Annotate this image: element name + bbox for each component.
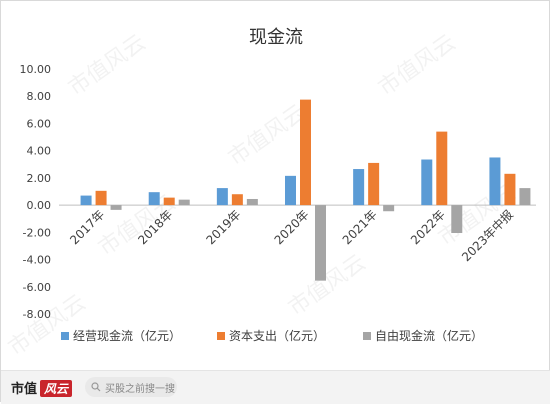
search-box[interactable]: 买股之前搜一搜	[85, 377, 177, 397]
bar	[216, 188, 228, 206]
bar-layer	[80, 99, 531, 281]
y-tick-label: 2.00	[27, 172, 52, 185]
legend-swatch	[363, 332, 371, 340]
x-tick-label: 2021年	[340, 207, 380, 247]
bar	[178, 199, 190, 206]
legend-swatch	[217, 332, 225, 340]
watermark-text: 市值风云	[64, 30, 150, 101]
watermark-text: 市值风云	[224, 100, 310, 171]
y-tick-label: -8.00	[23, 308, 51, 321]
bar	[95, 190, 107, 206]
bar	[489, 157, 501, 206]
bar	[246, 198, 258, 206]
watermark-text: 市值风云	[4, 290, 90, 361]
y-tick-label: -6.00	[23, 281, 51, 294]
bar	[315, 205, 326, 281]
search-icon	[91, 382, 101, 392]
bar	[163, 197, 175, 206]
brand-name: 市值	[11, 382, 38, 397]
y-tick-label: 4.00	[27, 145, 52, 158]
legend-label: 经营现金流（亿元）	[73, 328, 181, 343]
y-tick-label: -2.00	[23, 226, 51, 239]
legend-label: 自由现金流（亿元）	[375, 328, 483, 343]
bar	[383, 205, 395, 212]
legend: 经营现金流（亿元） 资本支出（亿元） 自由现金流（亿元）	[61, 328, 483, 343]
y-tick-label: 0.00	[27, 199, 52, 212]
y-tick-label: 10.00	[20, 63, 52, 76]
bar	[421, 159, 433, 206]
watermark-text: 市值风云	[374, 30, 460, 101]
legend-swatch	[61, 332, 69, 340]
bar	[353, 169, 365, 206]
y-tick-label: 6.00	[27, 117, 52, 130]
bar	[504, 173, 516, 206]
bar	[519, 188, 531, 206]
y-tick-label: -4.00	[23, 254, 51, 267]
bar	[300, 99, 311, 206]
bar	[110, 205, 122, 210]
footer-bar: 市值 风云 买股之前搜一搜	[1, 370, 550, 404]
bar	[80, 195, 92, 206]
bar	[368, 162, 380, 206]
bar	[285, 175, 296, 206]
x-tick-label: 2019年	[203, 207, 243, 247]
search-placeholder: 买股之前搜一搜	[105, 383, 175, 395]
bar	[436, 131, 448, 206]
bar	[451, 205, 463, 234]
legend-label: 资本支出（亿元）	[229, 328, 325, 343]
x-tick-label: 2020年	[272, 207, 312, 247]
y-axis: 10.00 8.00 6.00 4.00 2.00 0.00 -2.00 -4.00 -6.00…	[20, 63, 52, 321]
brand-logo[interactable]: 市值 风云	[11, 378, 73, 397]
y-tick-label: 8.00	[27, 90, 52, 103]
bar	[231, 194, 243, 206]
watermark-text: 市值风云	[284, 250, 370, 321]
brand-accent: 风云	[40, 380, 73, 397]
chart-title: 现金流	[249, 27, 303, 48]
bar	[148, 192, 160, 206]
